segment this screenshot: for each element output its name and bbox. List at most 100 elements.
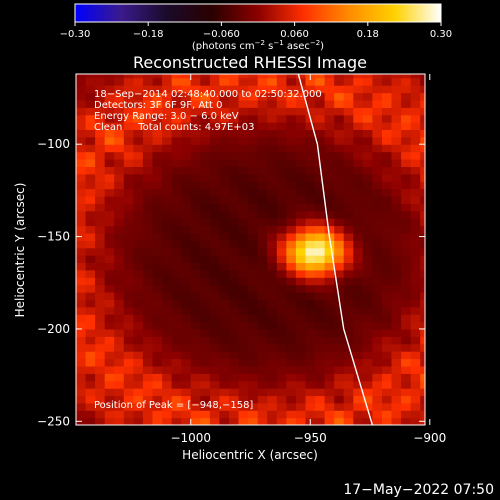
heatmap-cell: [76, 402, 87, 411]
heatmap-cell: [391, 181, 402, 190]
heatmap-cell: [267, 410, 278, 419]
heatmap-cell: [334, 203, 345, 212]
heatmap-cell: [219, 195, 230, 204]
heatmap-cell: [152, 343, 163, 352]
heatmap-cell: [295, 410, 307, 419]
heatmap-cell: [257, 402, 268, 411]
heatmap-cell: [85, 107, 96, 116]
heatmap-cell: [267, 269, 278, 278]
heatmap-cell: [353, 188, 364, 197]
heatmap-cell: [334, 277, 345, 286]
heatmap-cell: [133, 306, 144, 315]
heatmap-cell: [238, 247, 249, 256]
heatmap-cell: [229, 255, 240, 263]
heatmap-cell: [181, 99, 192, 108]
heatmap-cell: [181, 314, 192, 323]
heatmap-cell: [410, 129, 421, 138]
heatmap-cell: [133, 262, 144, 271]
heatmap-cell: [248, 240, 259, 249]
heatmap-cell: [190, 114, 201, 123]
heatmap-cell: [190, 410, 201, 419]
heatmap-cell: [142, 365, 154, 374]
heatmap-cell: [238, 232, 249, 241]
heatmap-cell: [286, 159, 297, 167]
heatmap-cell: [372, 122, 383, 130]
heatmap-cell: [372, 210, 383, 219]
heatmap-cell: [362, 284, 373, 293]
heatmap-cell: [382, 159, 393, 167]
heatmap-cell: [181, 92, 192, 101]
heatmap-cell: [372, 173, 383, 182]
heatmap-cell: [353, 203, 364, 212]
heatmap-cell: [286, 203, 297, 212]
heatmap-cell: [171, 351, 182, 360]
heatmap-cell: [257, 365, 268, 374]
heatmap-cell: [114, 336, 125, 345]
heatmap-cell: [162, 410, 173, 419]
heatmap-cell: [95, 410, 106, 419]
heatmap-cell: [410, 218, 421, 227]
heatmap-cell: [219, 247, 230, 256]
heatmap-cell: [324, 107, 335, 116]
heatmap-cell: [152, 225, 163, 234]
heatmap-cell: [420, 269, 425, 278]
heatmap-cell: [85, 181, 96, 190]
heatmap-cell: [229, 269, 240, 278]
heatmap-cell: [133, 380, 144, 389]
heatmap-cell: [324, 321, 335, 330]
heatmap-cell: [382, 410, 393, 419]
heatmap-cell: [343, 388, 354, 397]
heatmap-cell: [334, 129, 345, 138]
heatmap-cell: [181, 188, 192, 197]
heatmap-cell: [420, 122, 425, 130]
heatmap-cell: [200, 395, 211, 404]
heatmap-cell: [343, 173, 354, 182]
heatmap-cell: [401, 225, 412, 234]
heatmap-cell: [257, 373, 268, 382]
heatmap-cell: [295, 136, 307, 145]
heatmap-cell: [372, 232, 383, 241]
heatmap-cell: [190, 173, 201, 182]
heatmap-cell: [295, 107, 307, 116]
heatmap-cell: [267, 232, 278, 241]
heatmap-cell: [114, 314, 125, 323]
heatmap-cell: [123, 240, 134, 249]
heatmap-cell: [190, 306, 201, 315]
heatmap-cell: [248, 203, 259, 212]
heatmap-cell: [152, 181, 163, 190]
heatmap-cell: [123, 388, 134, 397]
heatmap-cell: [171, 181, 182, 190]
heatmap-cell: [248, 351, 259, 360]
heatmap-cell: [305, 129, 316, 138]
heatmap-cell: [133, 195, 144, 204]
heatmap-cell: [123, 277, 134, 286]
heatmap-cell: [190, 262, 201, 271]
heatmap-cell: [248, 92, 259, 101]
heatmap-cell: [238, 351, 249, 360]
heatmap-cell: [104, 129, 115, 138]
heatmap-cell: [372, 92, 383, 101]
heatmap-cell: [391, 210, 402, 219]
heatmap-cell: [267, 203, 278, 212]
heatmap-cell: [114, 306, 125, 315]
heatmap-cell: [295, 129, 307, 138]
heatmap-cell: [229, 77, 240, 86]
heatmap-cell: [343, 269, 354, 278]
heatmap-cell: [372, 85, 383, 94]
heatmap-cell: [85, 210, 96, 219]
heatmap-cell: [152, 151, 163, 160]
heatmap-cell: [229, 188, 240, 197]
heatmap-cell: [343, 314, 354, 323]
heatmap-cell: [257, 262, 268, 271]
heatmap-cell: [267, 129, 278, 138]
heatmap-cell: [162, 232, 173, 241]
heatmap-cell: [315, 181, 326, 190]
heatmap-cell: [114, 144, 125, 153]
heatmap-cell: [372, 114, 383, 123]
heatmap-cell: [401, 395, 412, 404]
heatmap-cell: [123, 129, 134, 138]
heatmap-cell: [286, 195, 297, 204]
heatmap-cell: [190, 247, 201, 256]
heatmap-cell: [104, 203, 115, 212]
heatmap-cell: [114, 343, 125, 352]
